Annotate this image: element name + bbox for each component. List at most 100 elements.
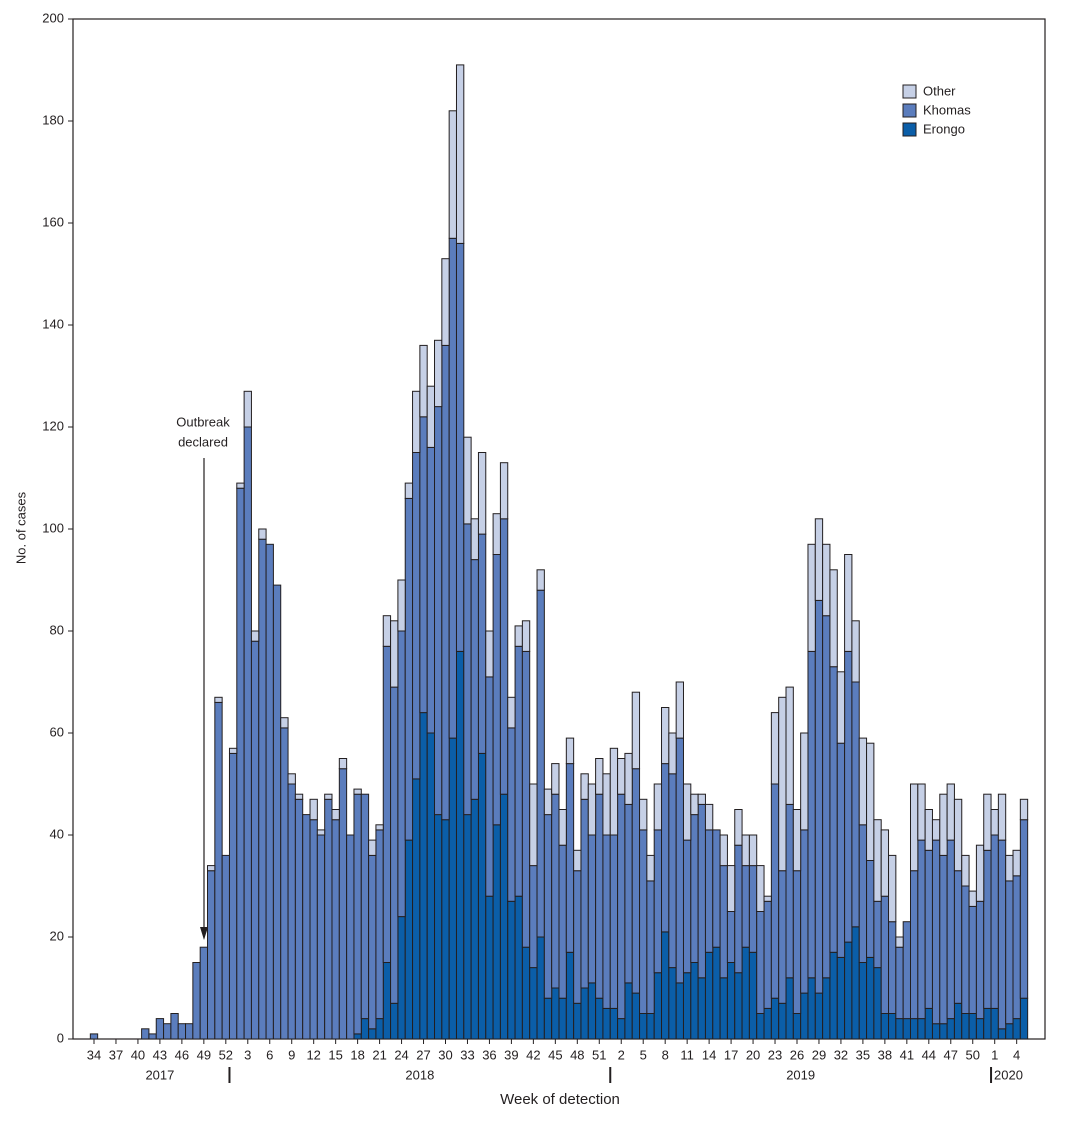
bar-segment <box>617 1018 626 1040</box>
bar-segment <box>682 972 692 1040</box>
bar-segment <box>434 406 443 816</box>
x-tick-label: 17 <box>724 1047 738 1062</box>
bar-segment <box>844 941 853 1040</box>
x-tick-label: 20 <box>746 1047 760 1062</box>
bar-segment <box>961 885 970 1014</box>
bar-segment <box>646 880 655 1015</box>
bar-segment <box>704 829 714 953</box>
bar-segment <box>792 1013 802 1040</box>
bar-segment <box>1012 1018 1021 1040</box>
bar-segment <box>595 758 604 795</box>
x-tick-label: 45 <box>548 1047 562 1062</box>
bar-segment <box>455 650 465 1040</box>
bar-segment <box>866 742 875 862</box>
bar-segment <box>375 1018 384 1040</box>
bar-segment <box>609 747 619 836</box>
bar-segment <box>419 416 428 714</box>
bar-segment <box>748 951 758 1040</box>
bar-segment <box>807 543 816 652</box>
bar-segment <box>814 518 824 601</box>
bar-segment <box>207 870 216 1040</box>
bar-segment <box>558 997 567 1040</box>
x-axis-title: Week of detection <box>500 1091 620 1108</box>
bar-segment <box>990 809 999 836</box>
bar-segment <box>434 814 443 1040</box>
bar-segment <box>543 814 553 999</box>
bar-segment <box>573 849 582 872</box>
y-axis-title: No. of cases <box>13 491 28 564</box>
bar-segment <box>463 523 472 816</box>
bar-segment <box>946 1018 955 1040</box>
bar-segment <box>404 497 414 841</box>
x-tick-label: 11 <box>680 1047 694 1062</box>
bar-segment <box>858 737 868 826</box>
bar-segment <box>661 707 670 765</box>
x-tick-label: 49 <box>197 1047 211 1062</box>
bar-segment <box>214 696 223 703</box>
x-tick-label: 23 <box>768 1047 782 1062</box>
bar-segment <box>675 982 684 1040</box>
bar-segment <box>499 462 509 520</box>
bar-segment <box>316 834 326 1040</box>
y-tick-label: 140 <box>42 316 64 331</box>
bar-segment <box>89 1033 99 1040</box>
bar-segment <box>653 783 663 831</box>
bar-segment <box>880 895 890 1015</box>
x-tick-label: 14 <box>702 1047 716 1062</box>
bar-segment <box>412 390 421 453</box>
legend-swatch <box>902 103 917 118</box>
bar-segment <box>368 854 377 1030</box>
bar-segment <box>617 758 626 795</box>
bar-segment <box>455 64 465 244</box>
bar-segment <box>639 1013 648 1040</box>
bar-segment <box>565 763 575 953</box>
bar-segment <box>770 712 780 785</box>
bar-segment <box>873 900 882 969</box>
bar-segment <box>785 686 794 805</box>
bar-segment <box>141 1028 150 1040</box>
y-tick-label: 100 <box>42 520 64 535</box>
bar-segment <box>565 737 575 765</box>
bar-segment <box>741 834 750 867</box>
x-tick-label: 18 <box>350 1047 364 1062</box>
bar-segment <box>624 982 633 1040</box>
bar-segment <box>807 977 816 1040</box>
y-tick-label: 40 <box>50 826 64 841</box>
bar-segment <box>331 819 340 1040</box>
bar-segment <box>507 727 516 902</box>
bar-segment <box>177 1023 187 1040</box>
bar-segment <box>221 854 230 1040</box>
bar-segment <box>236 487 245 1040</box>
bar-segment <box>726 865 736 912</box>
bar-segment <box>426 385 436 448</box>
bar-segment <box>477 452 487 535</box>
bar-segment <box>543 788 553 816</box>
bar-segment <box>756 1013 765 1040</box>
x-tick-label: 40 <box>131 1047 145 1062</box>
bar-segment <box>280 727 289 1040</box>
bar-segment <box>492 513 501 556</box>
x-tick-label: 26 <box>790 1047 804 1062</box>
bar-segment <box>968 905 977 1015</box>
bar-segment <box>778 870 787 1004</box>
bar-segment <box>397 579 406 632</box>
bar-segment <box>975 1018 985 1040</box>
bar-segment <box>917 1018 926 1040</box>
bar-segment <box>888 854 897 923</box>
bar-segment <box>924 809 933 851</box>
bar-segment <box>499 518 509 795</box>
y-tick-label: 80 <box>50 622 64 637</box>
bar-segment <box>675 737 684 984</box>
bar-segment <box>375 824 384 831</box>
bar-segment <box>309 819 318 1040</box>
bar-segment <box>748 865 758 953</box>
bar-segment <box>997 839 1007 1030</box>
x-tick-label: 52 <box>219 1047 233 1062</box>
bar-segment <box>507 900 516 1040</box>
bar-segment <box>763 900 772 1009</box>
x-tick-label: 29 <box>812 1047 826 1062</box>
bar-segment <box>917 783 926 841</box>
bar-segment <box>185 1023 194 1040</box>
x-tick-label: 30 <box>438 1047 452 1062</box>
